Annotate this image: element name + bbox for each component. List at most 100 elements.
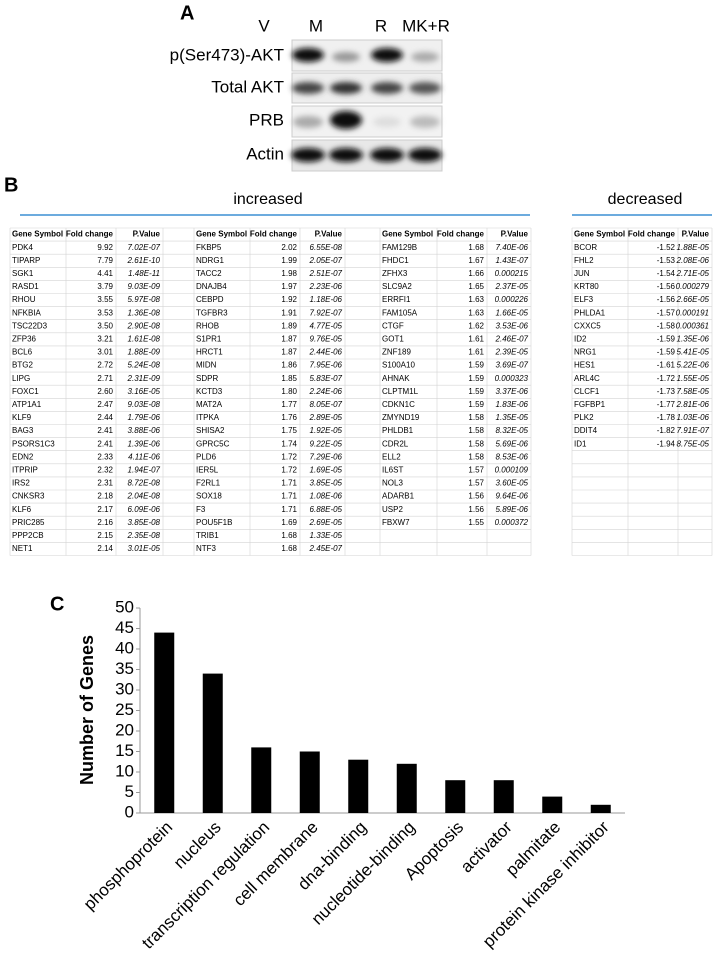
table-cell: 1.69E-05 — [310, 465, 343, 474]
table-cell: 1.67 — [468, 256, 484, 265]
bar — [396, 763, 417, 813]
blot-strip — [291, 105, 443, 138]
table-cell: 1.58 — [468, 413, 484, 422]
table-cell: 2.72 — [97, 361, 113, 370]
table-cell: FBXW7 — [382, 518, 410, 527]
table-cell: NOL3 — [382, 479, 403, 488]
table-cell: -1.78 — [657, 413, 676, 422]
table-cell: 6.88E-05 — [310, 505, 343, 514]
table-cell: -1.73 — [657, 387, 676, 396]
bar-chart: 05101520253035404550phosphoproteinnucleu… — [80, 597, 625, 953]
section-heading: decreased — [608, 191, 683, 208]
table-cell: 8.72E-08 — [128, 479, 161, 488]
table-cell: NRG1 — [574, 348, 597, 357]
table-cell: DDIT4 — [574, 426, 598, 435]
table-cell: 0.000361 — [676, 321, 709, 330]
table-cell: 3.01E-05 — [128, 544, 161, 553]
table-cell: 3.50 — [97, 321, 113, 330]
y-axis-label: Number of Genes — [77, 635, 97, 785]
table-cell: -1.56 — [657, 295, 676, 304]
bar — [590, 804, 611, 813]
table-cell: -1.56 — [657, 282, 676, 291]
table-cell: 2.18 — [97, 492, 113, 501]
table-cell: 2.24E-06 — [309, 387, 343, 396]
table-cell: PDK4 — [12, 243, 33, 252]
table-cell: 7.02E-07 — [128, 243, 161, 252]
table-cell: 7.91E-07 — [677, 426, 710, 435]
table-cell: FKBP5 — [196, 243, 222, 252]
table-cell: RHOB — [196, 321, 219, 330]
table-cell: KCTD3 — [196, 387, 223, 396]
table-cell: 2.90E-08 — [127, 321, 161, 330]
table-cell: 1.39E-06 — [128, 439, 161, 448]
table-cell: 1.71 — [281, 492, 297, 501]
table-cell: 7.40E-06 — [496, 243, 529, 252]
x-tick-label: phosphoprotein — [80, 818, 176, 914]
table-cell: GPRC5C — [196, 439, 230, 448]
table-cell: 2.89E-05 — [309, 413, 343, 422]
lane-label: V — [258, 16, 270, 35]
table-cell: 1.55 — [468, 518, 484, 527]
table-cell: 2.39E-05 — [495, 348, 529, 357]
table-cell: ZMYND19 — [382, 413, 420, 422]
table-cell: IER5L — [196, 465, 219, 474]
table-cell: 1.59 — [468, 387, 484, 396]
table-cell: CTGF — [382, 321, 404, 330]
table-cell: PRIC285 — [12, 518, 45, 527]
table-cell: 9.03E-09 — [128, 282, 161, 291]
y-tick-label: 40 — [115, 638, 134, 657]
table-cell: IL6ST — [382, 465, 403, 474]
table-cell: 2.08E-06 — [676, 256, 710, 265]
y-tick-label: 35 — [115, 659, 134, 678]
table-cell: 1.98 — [281, 269, 297, 278]
bar — [542, 796, 563, 813]
table-cell: 5.97E-08 — [128, 295, 161, 304]
table-cell: 1.91 — [281, 308, 297, 317]
table-cell: FAM129B — [382, 243, 417, 252]
y-tick-label: 5 — [125, 782, 134, 801]
table-cell: 1.63 — [468, 308, 484, 317]
x-tick-label: cell membrane — [229, 818, 321, 910]
table-cell: F3 — [196, 505, 206, 514]
table-cell: 1.58 — [468, 426, 484, 435]
lane-label: R — [375, 16, 387, 35]
table-cell: 2.45E-07 — [309, 544, 343, 553]
table-cell: 4.77E-05 — [310, 321, 343, 330]
table-cell: BCL6 — [12, 348, 33, 357]
table-cell: 2.81E-06 — [676, 400, 710, 409]
panel-label: A — [180, 2, 194, 24]
column-header: Gene Symbol — [196, 230, 247, 239]
table-cell: 1.75 — [281, 426, 297, 435]
table-cell: 1.61 — [468, 348, 484, 357]
table-cell: F2RL1 — [196, 479, 221, 488]
table-cell: 0.000191 — [676, 308, 709, 317]
table-cell: 9.76E-05 — [310, 334, 343, 343]
column-header: P.Value — [315, 230, 343, 239]
table-cell: 1.03E-06 — [677, 413, 710, 422]
table-cell: 1.56 — [468, 492, 484, 501]
table-cell: 2.66E-05 — [676, 295, 710, 304]
table-cell: CDKN1C — [382, 400, 415, 409]
table-cell: 3.69E-07 — [496, 361, 529, 370]
table-cell: -1.59 — [657, 348, 676, 357]
table-cell: 2.05E-07 — [309, 256, 343, 265]
table-cell: 2.04E-08 — [127, 492, 161, 501]
table-cell: ARL4C — [574, 374, 600, 383]
table-cell: 2.17 — [97, 505, 113, 514]
table-cell: 3.85E-05 — [310, 479, 343, 488]
table-cell: 2.16 — [97, 518, 113, 527]
table-cell: 1.99 — [281, 256, 297, 265]
table-cell: PPP2CB — [12, 531, 44, 540]
blot-label: PRB — [249, 110, 284, 129]
table-cell: 6.09E-06 — [128, 505, 161, 514]
table-cell: 1.56 — [468, 505, 484, 514]
table-cell: 5.69E-06 — [496, 439, 529, 448]
table-cell: ID1 — [574, 439, 587, 448]
table-cell: 2.32 — [97, 465, 113, 474]
table-cell: EDN2 — [12, 452, 34, 461]
table-cell: 9.64E-06 — [496, 492, 529, 501]
table-cell: 1.61E-08 — [128, 334, 161, 343]
table-cell: 8.53E-06 — [496, 452, 529, 461]
table-cell: 1.36E-08 — [128, 308, 161, 317]
